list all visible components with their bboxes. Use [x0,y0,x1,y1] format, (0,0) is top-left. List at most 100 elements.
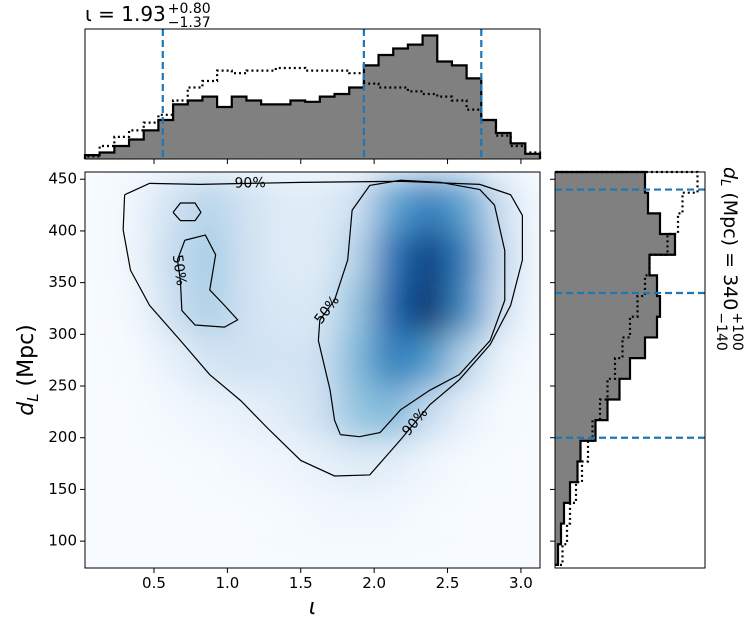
density-cell [447,541,485,568]
density-cell [374,179,412,232]
density-cell [264,437,302,490]
contour-label: 90% [234,175,265,192]
heatmap-area [85,172,540,568]
hist-bar [555,296,660,318]
hist-bar [555,192,648,214]
hist-bar [555,420,596,442]
y-tick-label: 400 [48,221,77,239]
hist-bar [555,213,660,235]
density-cell [447,282,485,335]
side-label-upper: +100 [729,312,745,350]
density-cell [374,334,412,387]
density-cell [227,541,265,568]
hist-outline [83,34,542,159]
density-cell [410,230,449,284]
density-cell [153,541,192,568]
density-cell [153,386,192,439]
hist-bar [231,96,247,159]
side-label-var: d [720,167,742,180]
density-cell [374,541,412,568]
density-cell [484,172,522,180]
x-tick-label: 1.5 [289,574,313,592]
density-cell [190,172,228,180]
density-cell [484,437,522,490]
title-lower: −1.37 [168,15,211,31]
hist-bar [173,104,189,159]
hist-outline [555,170,677,566]
density-cell [447,437,485,490]
hist-bar [99,152,115,159]
density-cell [153,489,192,542]
hist-bar [202,96,218,159]
density-cell [337,334,375,387]
hist-bar [334,94,350,159]
hist-bar [246,100,262,159]
density-cell [484,541,522,568]
density-cell [227,437,265,490]
density-cell [117,386,155,439]
density-cell [447,334,485,387]
density-cell [337,541,375,568]
density-cell [300,386,338,439]
density-cell [153,282,192,335]
x-tick-label: 0.5 [142,574,166,592]
contour-line [122,180,523,477]
hist-bar [555,523,561,545]
hist-bar [407,44,423,159]
density-cell [264,541,302,568]
hist-bar [451,65,467,159]
density-cell [447,230,485,284]
density-cell [264,179,302,232]
density [85,172,540,568]
density-cell [484,386,522,439]
density-cell [410,172,449,180]
hist-bar [143,130,159,159]
y-label-sub: L [24,393,42,401]
density-cell [520,334,540,387]
hist-bar [290,100,306,159]
density-cell [447,172,485,180]
hist-bar [555,172,645,193]
density-cell [300,541,338,568]
hist-bar [555,482,570,504]
density-cell [85,541,118,568]
density-cell [85,172,118,180]
hist-bar [555,440,581,462]
density-cell [85,386,118,439]
density-cell [484,334,522,387]
y-tick-label: 150 [48,480,77,498]
density-cell [410,282,449,335]
x-tick-label: 3.0 [509,574,533,592]
hist-bar [495,133,511,159]
side-label-sub: L [718,179,733,186]
density-cell [153,172,192,180]
hist-bar [555,544,558,566]
density-cell [447,489,485,542]
density-cell [85,489,118,542]
hist-bar [466,78,482,159]
hist-bar [349,87,365,159]
density-cell [520,172,540,180]
density-cell [374,282,412,335]
density-cell [190,489,228,542]
hist-bar [422,35,438,159]
side-label: dL (Mpc) = 340 +100−140 [713,167,745,351]
y-tick-label: 100 [48,532,77,550]
density-cell [264,172,302,180]
hist-title: ι = 1.93 [85,2,166,26]
density-cell [374,489,412,542]
density-cell [85,437,118,490]
y-label-unit: (Mpc) [14,324,39,393]
side-label-rest: (Mpc) = 340 [720,186,742,310]
density-cell [520,179,540,232]
contour-line [172,202,202,222]
density-cell [85,334,118,387]
hist-bar [555,275,657,297]
hist-bar [129,139,145,159]
density-cell [337,282,375,335]
plot-frame [84,171,541,569]
hist-bar [114,146,130,159]
hist-bar [158,120,174,159]
hist-bar [437,61,453,159]
